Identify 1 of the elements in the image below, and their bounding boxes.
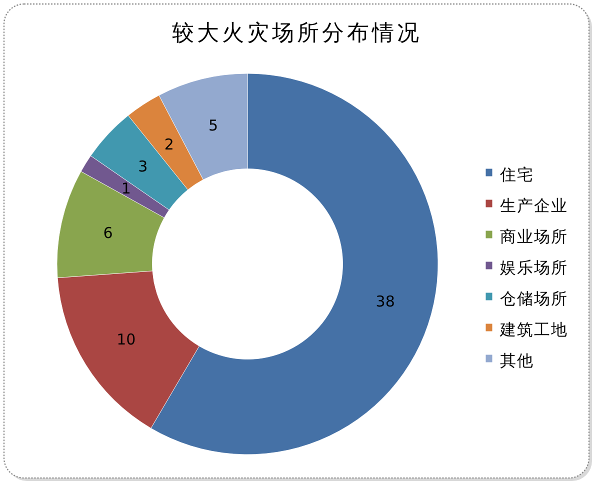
title: 较大火灾场所分布情况 — [172, 21, 422, 46]
